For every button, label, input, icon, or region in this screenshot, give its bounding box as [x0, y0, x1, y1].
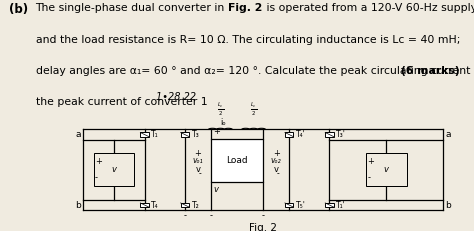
Text: (6 marks): (6 marks) — [401, 66, 460, 76]
Text: T₄': T₄' — [296, 130, 306, 139]
Text: v: v — [273, 165, 279, 174]
Text: the peak current of converter 1: the peak current of converter 1 — [36, 97, 207, 107]
Text: and the load resistance is R= 10 Ω. The circulating inductance is Lc = 40 mH;: and the load resistance is R= 10 Ω. The … — [36, 35, 460, 45]
Text: -: - — [199, 169, 201, 178]
Text: is operated from a 120-V 60-Hz supply: is operated from a 120-V 60-Hz supply — [263, 3, 474, 13]
Bar — [366, 153, 407, 186]
Text: T₁: T₁ — [151, 130, 159, 139]
Text: iₒ: iₒ — [220, 118, 226, 127]
Bar — [93, 153, 134, 186]
Bar — [181, 203, 189, 207]
Text: Load: Load — [226, 156, 248, 165]
Text: +: + — [95, 157, 102, 166]
Bar — [285, 203, 293, 207]
Text: delay angles are α₁= 60 ° and α₂= 120 °. Calculate the peak circulating current : delay angles are α₁= 60 ° and α₂= 120 °.… — [36, 66, 474, 76]
Text: -: - — [183, 211, 186, 220]
Text: T₃: T₃ — [191, 130, 199, 139]
Text: -: - — [277, 169, 280, 178]
Text: Fig. 2: Fig. 2 — [228, 3, 263, 13]
Text: +: + — [273, 149, 280, 158]
Text: a: a — [446, 130, 451, 139]
Text: T₄: T₄ — [151, 201, 159, 210]
Text: +: + — [194, 149, 201, 158]
Text: v: v — [213, 185, 219, 194]
Text: b: b — [75, 201, 81, 210]
Bar — [325, 133, 334, 137]
Text: a: a — [75, 130, 81, 139]
Text: -: - — [367, 173, 371, 182]
Text: $\frac{L_c}{2}$: $\frac{L_c}{2}$ — [217, 101, 224, 118]
Text: T₂: T₂ — [191, 201, 199, 210]
Text: v: v — [384, 165, 389, 174]
Text: T₁': T₁' — [336, 201, 346, 210]
Text: vₒ₂: vₒ₂ — [271, 156, 282, 165]
Text: Fig. 2: Fig. 2 — [249, 223, 277, 231]
Bar — [325, 203, 334, 207]
Text: -: - — [95, 173, 98, 182]
Text: +: + — [367, 157, 374, 166]
Bar — [140, 133, 149, 137]
Text: -: - — [210, 211, 212, 220]
Text: T₃': T₃' — [336, 130, 346, 139]
Bar — [211, 139, 263, 182]
Text: v: v — [111, 165, 116, 174]
Text: (b): (b) — [9, 3, 27, 16]
Text: b: b — [446, 201, 451, 210]
Text: vₒ₁: vₒ₁ — [192, 156, 203, 165]
Text: +: + — [213, 127, 220, 136]
Bar — [181, 133, 189, 137]
Text: v: v — [195, 165, 201, 174]
Bar — [140, 203, 149, 207]
Text: -: - — [262, 211, 264, 220]
Text: The single-phase dual converter in: The single-phase dual converter in — [36, 3, 228, 13]
Bar — [285, 133, 293, 137]
Text: 1•28 22: 1•28 22 — [156, 92, 197, 102]
Text: T₅': T₅' — [296, 201, 306, 210]
Text: $\frac{L_c}{2}$: $\frac{L_c}{2}$ — [250, 101, 257, 118]
